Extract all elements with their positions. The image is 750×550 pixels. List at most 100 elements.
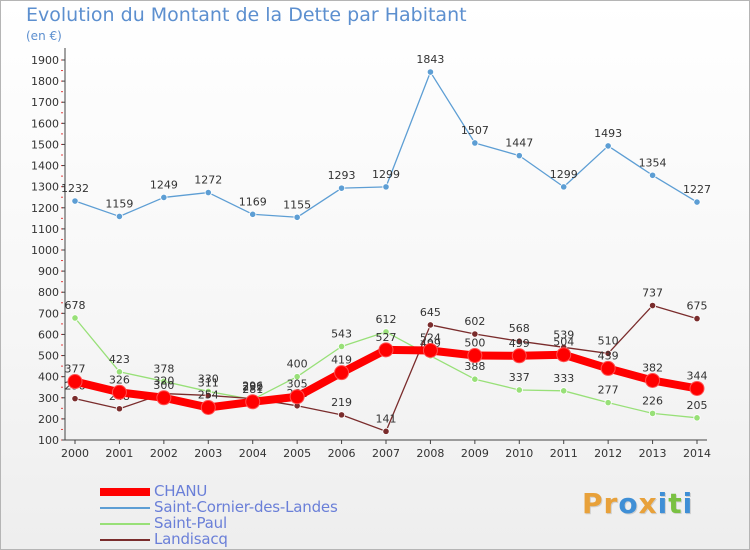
data-point bbox=[693, 198, 701, 206]
data-label: 311 bbox=[198, 376, 219, 389]
x-tick-label: 2007 bbox=[372, 447, 400, 460]
chart-title: Evolution du Montant de la Dette par Hab… bbox=[26, 4, 467, 26]
data-point bbox=[204, 391, 212, 400]
data-point bbox=[511, 348, 527, 364]
data-point bbox=[556, 347, 572, 363]
data-point bbox=[115, 405, 124, 413]
proxiti-logo: Proxiti bbox=[582, 487, 693, 520]
data-point bbox=[204, 188, 212, 197]
y-tick-label: 1700 bbox=[31, 96, 59, 109]
data-label: 524 bbox=[420, 331, 441, 344]
data-point bbox=[334, 365, 350, 381]
legend-label: CHANU bbox=[154, 482, 208, 500]
legend-swatch bbox=[100, 488, 150, 496]
x-tick-label: 2009 bbox=[461, 447, 489, 460]
data-label: 602 bbox=[464, 315, 485, 328]
data-label: 141 bbox=[376, 412, 397, 425]
chart-subtitle: (en €) bbox=[26, 29, 62, 43]
data-label: 568 bbox=[509, 322, 530, 335]
data-point bbox=[604, 142, 612, 150]
data-label: 330 bbox=[198, 372, 219, 385]
logo-letter: o bbox=[618, 487, 639, 520]
data-point bbox=[560, 183, 568, 191]
data-label: 337 bbox=[509, 371, 530, 384]
logo-letter: i bbox=[657, 487, 669, 520]
y-tick-label: 800 bbox=[38, 286, 59, 299]
x-tick-label: 2011 bbox=[550, 447, 578, 460]
data-label: 1155 bbox=[283, 198, 311, 211]
data-point bbox=[71, 395, 79, 403]
data-label: 226 bbox=[642, 394, 663, 407]
data-label: 439 bbox=[598, 349, 619, 362]
logo-letter: x bbox=[638, 487, 658, 520]
data-point bbox=[115, 212, 124, 221]
data-label: 645 bbox=[420, 306, 441, 319]
data-label: 305 bbox=[287, 378, 308, 391]
legend-label: Saint-Cornier-des-Landes bbox=[154, 498, 338, 516]
data-label: 344 bbox=[687, 369, 708, 382]
y-tick-label: 1400 bbox=[31, 160, 59, 173]
data-label: 292 bbox=[242, 380, 263, 393]
y-tick-label: 1800 bbox=[31, 75, 59, 88]
data-point bbox=[156, 390, 172, 406]
x-tick-label: 2013 bbox=[639, 447, 667, 460]
x-tick-label: 2001 bbox=[105, 447, 133, 460]
data-label: 254 bbox=[198, 388, 219, 401]
data-label: 388 bbox=[464, 360, 485, 373]
data-point bbox=[471, 375, 479, 383]
data-point bbox=[382, 183, 390, 191]
data-label: 382 bbox=[642, 361, 663, 374]
y-tick-label: 1000 bbox=[31, 244, 59, 257]
logo-letter: i bbox=[682, 487, 694, 520]
data-point bbox=[560, 387, 568, 395]
data-point bbox=[515, 386, 523, 394]
series-saint-cornier-des-landes: 1232 1159 1249 1272 1169 1155 1293 1299 1843 1507… bbox=[61, 53, 711, 221]
x-tick-label: 2014 bbox=[683, 447, 711, 460]
data-point bbox=[160, 377, 168, 385]
data-point bbox=[382, 427, 390, 435]
data-point bbox=[648, 301, 657, 310]
x-tick-label: 2004 bbox=[239, 447, 267, 460]
y-tick-label: 900 bbox=[38, 265, 59, 278]
data-point bbox=[600, 360, 616, 376]
data-point bbox=[293, 213, 301, 221]
y-tick-label: 1900 bbox=[31, 54, 59, 67]
y-tick-label: 300 bbox=[38, 392, 59, 405]
data-point bbox=[471, 139, 479, 147]
data-point bbox=[382, 328, 390, 336]
y-tick-label: 1500 bbox=[31, 138, 59, 151]
logo-letter: P bbox=[582, 487, 604, 520]
data-label: 543 bbox=[331, 327, 352, 340]
y-tick-label: 600 bbox=[38, 328, 59, 341]
data-point bbox=[71, 197, 79, 205]
y-tick-label: 100 bbox=[38, 434, 59, 447]
legend-swatch bbox=[100, 523, 150, 525]
data-label: 1227 bbox=[683, 183, 711, 196]
data-label: 333 bbox=[553, 372, 574, 385]
data-label: 504 bbox=[553, 336, 574, 349]
data-label: 1293 bbox=[328, 169, 356, 182]
legend-label: Landisacq bbox=[154, 530, 228, 548]
data-point bbox=[293, 373, 301, 381]
data-point bbox=[378, 342, 394, 358]
data-point bbox=[422, 342, 438, 358]
series-landisacq: 2962483203112962622191416456025685395107… bbox=[65, 287, 708, 435]
data-label: 281 bbox=[242, 383, 263, 396]
data-point bbox=[337, 411, 346, 419]
data-point bbox=[645, 372, 661, 388]
series-line bbox=[74, 71, 698, 218]
data-label: 377 bbox=[65, 363, 86, 376]
data-point bbox=[515, 337, 523, 345]
data-point bbox=[426, 68, 435, 76]
y-tick-label: 1100 bbox=[31, 223, 59, 236]
data-label: 326 bbox=[109, 373, 130, 386]
data-label: 539 bbox=[553, 328, 574, 341]
data-label: 510 bbox=[598, 334, 619, 347]
legend-swatch bbox=[100, 539, 150, 541]
y-tick-label: 500 bbox=[38, 350, 59, 363]
legend-swatch bbox=[100, 507, 150, 509]
data-point bbox=[337, 184, 346, 192]
data-label: 423 bbox=[109, 353, 130, 366]
data-label: 1272 bbox=[194, 174, 222, 187]
data-label: 219 bbox=[331, 396, 352, 409]
